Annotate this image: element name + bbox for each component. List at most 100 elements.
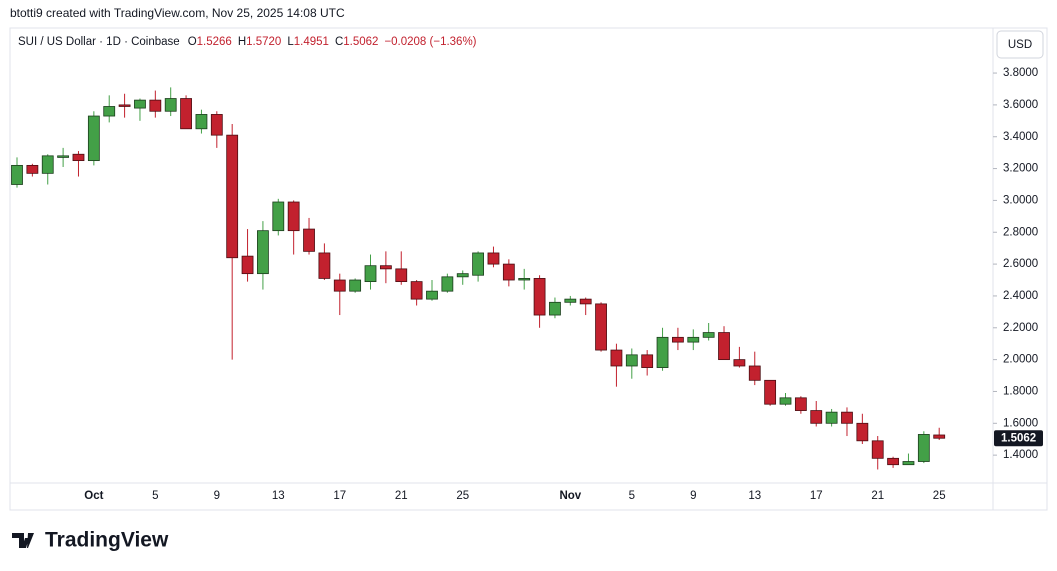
candle-body [718, 332, 730, 361]
candle-body [595, 303, 607, 351]
x-tick-label: 13 [748, 490, 761, 502]
candle-body [364, 265, 377, 283]
candle-body [11, 164, 23, 185]
frame [9, 27, 1048, 511]
candle-body [549, 301, 561, 316]
candle-body [502, 263, 515, 281]
candle-body [625, 354, 638, 367]
y-tick-label: 1.8000 [1003, 385, 1038, 397]
y-tick-label: 2.2000 [1003, 322, 1038, 334]
candle-body [579, 298, 592, 305]
candle-body [487, 252, 500, 265]
x-tick-label: 5 [152, 490, 158, 502]
candle-body [441, 276, 454, 292]
legend-value: −0.0208 (−1.36%) [384, 36, 476, 48]
candle-body [303, 228, 315, 252]
x-tick-label: 25 [456, 490, 469, 502]
legend-value: 1.4951 [294, 36, 329, 48]
y-tick-label: 2.8000 [1003, 226, 1038, 238]
candle-body [887, 457, 899, 466]
candle-body [257, 230, 269, 275]
x-tick-label: 21 [395, 490, 408, 502]
legend-value: 1.5720 [246, 36, 281, 48]
x-tick-label: 17 [333, 490, 346, 502]
candle-body [134, 99, 146, 109]
candle-body [656, 336, 669, 368]
y-tick-label: 1.6000 [1003, 417, 1038, 429]
candle-body [456, 273, 469, 278]
y-tick-label: 3.2000 [1003, 163, 1038, 175]
x-tick-label: 9 [690, 490, 696, 502]
legend-value: 1.5062 [343, 36, 378, 48]
candle-body [26, 164, 39, 174]
candle-body [871, 440, 884, 459]
candle-body [72, 153, 85, 162]
candle-body [164, 98, 177, 112]
brand: TradingView [45, 529, 169, 552]
x-tick-label: 13 [272, 490, 285, 502]
x-tick-label: 5 [629, 490, 635, 502]
candle-body [533, 278, 546, 316]
candle-body [610, 349, 623, 367]
candle-body [272, 201, 285, 232]
y-tick-label: 3.4000 [1003, 131, 1038, 143]
legend-key: C [335, 36, 343, 48]
candle-body [672, 336, 684, 343]
x-tick-label: Nov [559, 490, 581, 502]
y-tick-label: 3.8000 [1003, 67, 1038, 79]
candle-body [333, 279, 346, 292]
currency-button[interactable] [996, 30, 1044, 59]
candle-body [426, 290, 438, 300]
candle-body [210, 114, 223, 136]
candle-body [149, 99, 162, 112]
y-tick-label: 3.0000 [1003, 194, 1038, 206]
candle-body [87, 115, 100, 162]
candle-body [195, 114, 208, 130]
chart-title: SUI / US Dollar · 1D · Coinbase [18, 36, 180, 48]
currency[interactable]: USD [1008, 39, 1032, 51]
candle-body [917, 434, 930, 462]
candle-body [810, 410, 823, 424]
last-price-label: 1.5062 [1001, 432, 1036, 444]
legend-key: L [287, 36, 294, 48]
candle-body [57, 155, 70, 158]
y-tick-label: 1.4000 [1003, 449, 1038, 461]
candle-body [41, 155, 54, 174]
candle-body [841, 411, 853, 424]
candle-body [564, 298, 577, 303]
x-tick-label: 21 [871, 490, 884, 502]
candle-body [702, 332, 715, 338]
candle-body [687, 336, 700, 343]
y-tick-label: 2.0000 [1003, 354, 1038, 366]
logo-icon [12, 533, 34, 548]
candle-body [902, 461, 915, 466]
candle-body [287, 201, 300, 232]
candle-body [241, 255, 254, 275]
x-tick-label: 25 [933, 490, 946, 502]
header: btotti9 created with TradingView.com, No… [10, 6, 345, 20]
candle-body [118, 104, 131, 107]
candle-body [410, 281, 423, 300]
candle-body [779, 397, 792, 405]
candle-body [349, 279, 362, 292]
candle-body [856, 422, 869, 442]
candle-body [518, 278, 531, 281]
candle-body [748, 365, 761, 381]
x-tick-label: 9 [214, 490, 220, 502]
candle-body [180, 98, 192, 130]
legend-key: H [238, 36, 246, 48]
candle-body [395, 268, 408, 283]
candle-body [794, 397, 807, 411]
y-tick-label: 2.6000 [1003, 258, 1038, 270]
candle-body [733, 359, 746, 367]
legend-value: 1.5266 [197, 36, 232, 48]
logo: TradingView [12, 529, 169, 552]
x-tick-label: 17 [810, 490, 823, 502]
legend: O 1.5266 H 1.5720 L 1.4951 C 1.5062 −0.0208 (−1.… [188, 36, 477, 48]
legend-key: O [188, 36, 197, 48]
y-tick-label: 2.4000 [1003, 290, 1038, 302]
last-price-tag [994, 430, 1043, 447]
candle-body [472, 252, 485, 276]
candle-body [379, 265, 392, 270]
